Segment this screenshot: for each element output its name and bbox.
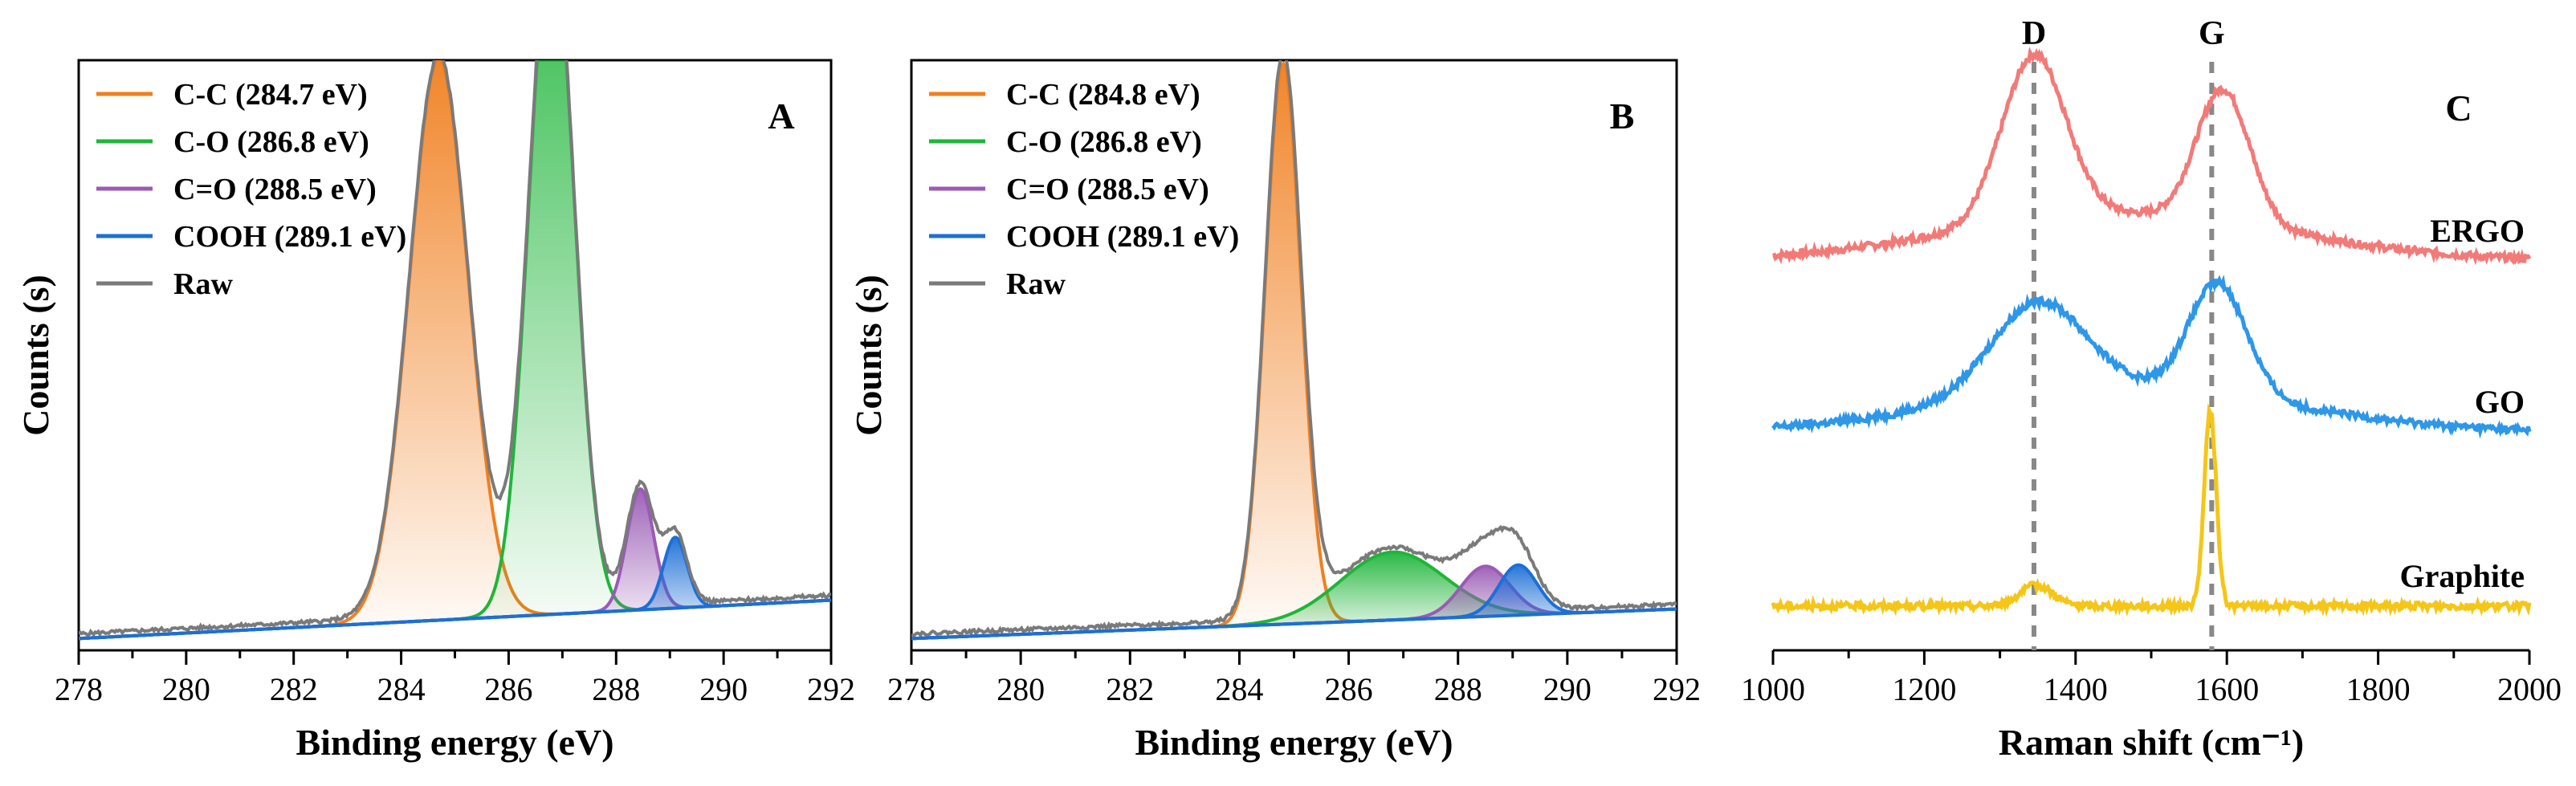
peak-label-D: D: [2022, 15, 2046, 52]
x-axis-title: Raman shift (cm⁻¹): [1999, 722, 2304, 763]
x-tick-label: 284: [1215, 671, 1263, 707]
legend-label: COOH (289.1 eV): [1006, 220, 1239, 254]
component-fill-3: [79, 489, 831, 639]
component-fill-3: [911, 566, 1677, 639]
x-tick-label: 288: [1434, 671, 1482, 707]
panel-label: A: [768, 96, 794, 136]
panel-label: B: [1610, 96, 1635, 136]
legend-label: C=O (288.5 eV): [1006, 173, 1209, 206]
panel-c: 1000 1200 1400 1600 1800 2000 Raman shift (cm⁻…: [1741, 15, 2562, 763]
legend-label: COOH (289.1 eV): [173, 220, 406, 254]
peak-label-G: G: [2199, 15, 2225, 52]
x-tick-label: 292: [1653, 671, 1701, 707]
component-fill-1: [911, 63, 1677, 639]
x-tick-label: 282: [270, 671, 318, 707]
x-tick-label: 290: [699, 671, 748, 707]
x-tick-label: 1000: [1741, 671, 1805, 707]
component-fill-1: [79, 60, 831, 639]
legend-label: C=O (288.5 eV): [173, 173, 377, 206]
x-tick-label: 280: [162, 671, 210, 707]
series-label-go: GO: [2475, 384, 2525, 420]
x-tick-label: 288: [592, 671, 640, 707]
component-fill-4: [911, 564, 1677, 639]
series-line-ergo: [1771, 46, 2532, 266]
x-axis-title: Binding energy (eV): [296, 722, 613, 763]
x-tick-label: 292: [807, 671, 855, 707]
x-tick-label: 286: [1325, 671, 1373, 707]
panel-b: 278 280 282 284 286 288 290 292 Binding energy (…: [848, 59, 1701, 763]
component-fill-2: [911, 552, 1677, 639]
series-line-go: [1771, 275, 2532, 439]
x-tick-label: 278: [887, 671, 935, 707]
baseline-line: [79, 598, 831, 641]
x-tick-label: 1600: [2195, 671, 2259, 707]
panel-label: C: [2445, 88, 2472, 128]
legend-label: C-O (286.8 eV): [173, 125, 369, 159]
component-fill-4: [79, 537, 831, 639]
legend-label: C-O (286.8 eV): [1006, 125, 1202, 159]
legend-label: Raw: [173, 267, 233, 301]
x-tick-label: 278: [55, 671, 103, 707]
legend-label: C-C (284.7 eV): [173, 78, 368, 112]
series-label-graphite: Graphite: [2399, 558, 2525, 594]
raw-curve: [79, 60, 831, 637]
x-tick-label: 286: [484, 671, 532, 707]
legend-label: Raw: [1006, 267, 1066, 301]
series-line-graphite: [1771, 402, 2532, 617]
x-tick-label: 2000: [2497, 671, 2562, 707]
x-tick-label: 290: [1543, 671, 1592, 707]
y-axis-title: Counts (s): [848, 275, 889, 436]
legend-label: C-C (284.8 eV): [1006, 78, 1200, 112]
x-tick-label: 282: [1106, 671, 1154, 707]
x-tick-label: 1400: [2044, 671, 2108, 707]
raw-curve: [911, 60, 1677, 638]
plot-area: [911, 60, 1677, 641]
baseline-line: [911, 607, 1677, 641]
x-axis-title: Binding energy (eV): [1135, 722, 1453, 763]
x-tick-label: 1200: [1892, 671, 1956, 707]
panel-a: 278 280 282 284 286 288 290 292 Binding energy (…: [15, 59, 855, 763]
x-tick-label: 284: [377, 671, 426, 707]
y-axis-title: Counts (s): [15, 275, 56, 436]
x-tick-label: 1800: [2346, 671, 2411, 707]
x-tick-label: 280: [997, 671, 1045, 707]
plot-area: [79, 60, 831, 641]
series-label-ergo: ERGO: [2430, 213, 2525, 249]
